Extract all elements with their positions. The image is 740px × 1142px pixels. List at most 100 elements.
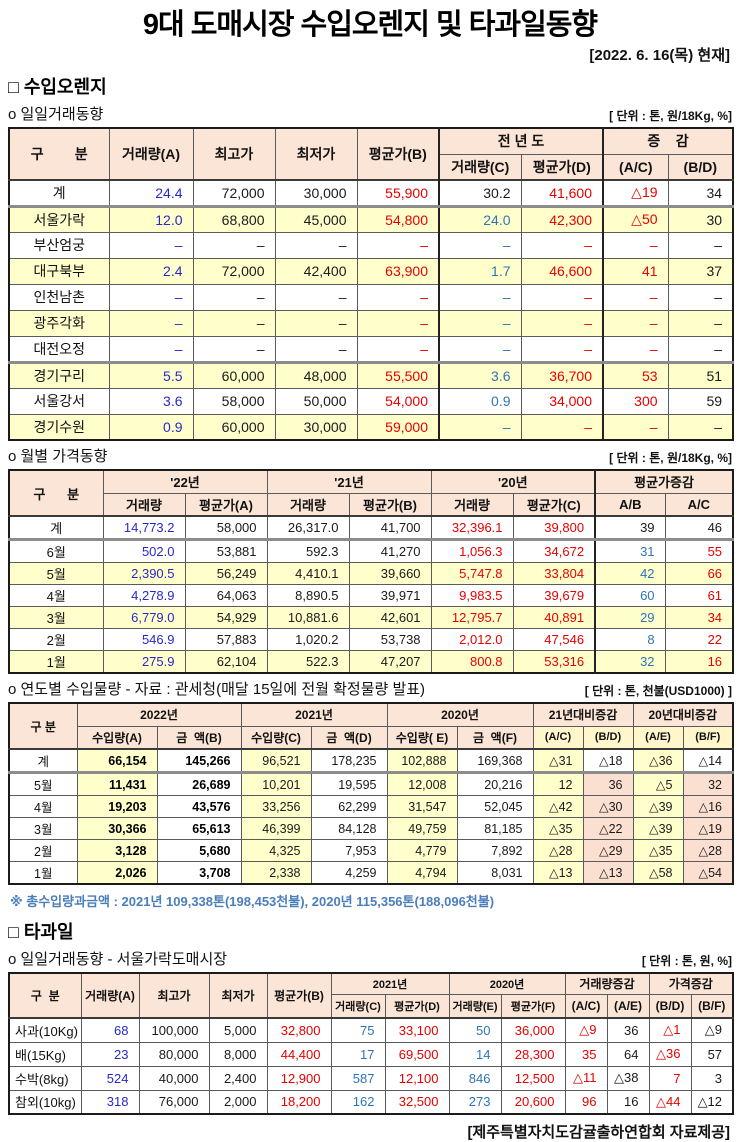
row-label: 사과(10Kg) bbox=[8, 1017, 82, 1043]
row-label: 5월 bbox=[8, 562, 104, 585]
data-cell: 7,953 bbox=[310, 839, 388, 862]
table-row: 배(15Kg) 23 80,000 8,000 44,400 17 69,500 14 28,3… bbox=[8, 1041, 734, 1067]
table1-caption-row: o 일일거래동향 [ 단위 : 톤, 원/18Kg, %] bbox=[8, 103, 732, 124]
row-label: 경기구리 bbox=[8, 361, 110, 389]
data-cell: 40,000 bbox=[138, 1065, 210, 1091]
data-cell: △50 bbox=[602, 205, 669, 233]
table-row: 6월 502.0 53,881 592.3 41,270 1,056.3 34,672 31 5… bbox=[8, 539, 734, 563]
row-label: 대전오정 bbox=[8, 335, 110, 364]
data-cell: 45,000 bbox=[274, 205, 358, 233]
table-row: 경기수원 0.9 60,000 30,000 59,000– – – – bbox=[8, 413, 734, 441]
data-cell: 4,325 bbox=[240, 839, 312, 862]
data-cell: 44,400 bbox=[266, 1041, 332, 1067]
data-cell: 16 bbox=[606, 1089, 650, 1115]
row-label: 4월 bbox=[8, 795, 78, 818]
table2-caption-row: o 월별 가격동향 [ 단위 : 톤, 원/18Kg, %] bbox=[8, 445, 732, 466]
data-cell: 14 bbox=[448, 1041, 502, 1067]
row-label: 경기수원 bbox=[8, 413, 110, 441]
row-label: 1월 bbox=[8, 861, 78, 885]
data-cell: 62,299 bbox=[310, 795, 388, 818]
col-header-group: 가격증감 bbox=[648, 972, 734, 995]
data-cell: 3,128 bbox=[76, 839, 158, 862]
data-cell: 273 bbox=[448, 1089, 502, 1115]
data-cell: 12,100 bbox=[384, 1065, 450, 1091]
data-cell: 12,500 bbox=[500, 1065, 566, 1091]
source-footer: [제주특별자치도감귤출하연합회 자료제공] bbox=[467, 1124, 730, 1141]
data-cell: 53,316 bbox=[512, 650, 596, 674]
data-cell: 68 bbox=[80, 1017, 140, 1043]
data-cell: 56,249 bbox=[184, 562, 268, 585]
col-header: 거래량(C) bbox=[330, 993, 386, 1019]
data-cell: 6,779.0 bbox=[102, 606, 186, 629]
col-header: 최저가 bbox=[274, 127, 358, 181]
data-cell: 7,892 bbox=[456, 839, 534, 862]
data-cell: – bbox=[192, 309, 276, 337]
data-cell: 502.0 bbox=[102, 539, 186, 563]
col-header: 구 분 bbox=[8, 127, 110, 181]
table-row: 참외(10kg) 318 76,000 2,000 18,200 162 32,500 273… bbox=[8, 1089, 734, 1115]
data-cell: 2,012.0 bbox=[430, 628, 514, 651]
data-cell: 2,000 bbox=[208, 1089, 268, 1115]
data-cell: 66 bbox=[664, 562, 734, 585]
data-cell: 8,000 bbox=[208, 1041, 268, 1067]
data-cell: △13 bbox=[582, 861, 634, 885]
data-cell: 12.0 bbox=[108, 205, 194, 233]
data-cell: 10,201 bbox=[240, 772, 312, 796]
row-label: 계 bbox=[8, 515, 104, 541]
data-cell: 72,000 bbox=[192, 257, 276, 285]
table4-unit-label: [ 단위 : 톤, 원, %] bbox=[641, 954, 732, 968]
data-cell: 69,500 bbox=[384, 1041, 450, 1067]
col-header: 수입량(C) bbox=[240, 725, 312, 750]
data-cell: 39 bbox=[594, 515, 666, 541]
row-label: 대구북부 bbox=[8, 257, 110, 285]
data-cell: 800.8 bbox=[430, 650, 514, 674]
data-cell: 39,660 bbox=[348, 562, 432, 585]
data-cell: – bbox=[667, 283, 734, 311]
data-cell: – bbox=[520, 231, 604, 259]
table-row: 대전오정 – – – – – – – – bbox=[8, 335, 734, 364]
data-cell: 17 bbox=[330, 1041, 386, 1067]
data-cell: 52,045 bbox=[456, 795, 534, 818]
row-label: 서울강서 bbox=[8, 387, 110, 415]
data-cell: 4,278.9 bbox=[102, 584, 186, 607]
data-cell: 84,128 bbox=[310, 817, 388, 840]
data-cell: 76,000 bbox=[138, 1089, 210, 1115]
col-header: 금 액(B) bbox=[156, 725, 242, 750]
table-row: 대구북부 2.4 72,000 42,400 63,900 1.7 46,600 41 37 bbox=[8, 257, 734, 285]
row-label: 5월 bbox=[8, 772, 78, 796]
data-cell: 1,056.3 bbox=[430, 539, 514, 563]
col-header: 거래량 bbox=[266, 492, 350, 517]
data-cell: 178,235 bbox=[310, 748, 388, 774]
col-header: 평균가(A) bbox=[184, 492, 268, 517]
data-cell: – bbox=[520, 335, 604, 364]
data-cell: 39,971 bbox=[348, 584, 432, 607]
col-header: (B/F) bbox=[690, 993, 734, 1019]
data-cell: – bbox=[602, 309, 669, 337]
data-cell: 60 bbox=[594, 584, 666, 607]
data-cell: 592.3 bbox=[266, 539, 350, 563]
table-row: 경기구리 5.5 60,000 48,000 55,500 3.6 36,700 53 51 bbox=[8, 361, 734, 389]
data-cell: – bbox=[356, 335, 440, 364]
data-cell: – bbox=[667, 413, 734, 441]
col-header: (A/E) bbox=[606, 993, 650, 1019]
data-cell: 24.0 bbox=[438, 205, 522, 233]
data-cell: 36,700 bbox=[520, 361, 604, 389]
col-header: A/B bbox=[594, 492, 666, 517]
data-cell: 32,800 bbox=[266, 1017, 332, 1043]
data-cell: 18,200 bbox=[266, 1089, 332, 1115]
row-label: 서울가락 bbox=[8, 205, 110, 233]
data-cell: 26,689 bbox=[156, 772, 242, 796]
data-cell: 46,399 bbox=[240, 817, 312, 840]
data-cell: 53,881 bbox=[184, 539, 268, 563]
data-cell: – bbox=[192, 283, 276, 311]
row-label: 2월 bbox=[8, 628, 104, 651]
data-cell: 100,000 bbox=[138, 1017, 210, 1043]
data-cell: 30 bbox=[667, 205, 734, 233]
table-row: 사과(10Kg) 68 100,000 5,000 32,800 75 33,100 50 36… bbox=[8, 1017, 734, 1043]
data-cell: 162 bbox=[330, 1089, 386, 1115]
col-header: 거래량 bbox=[430, 492, 514, 517]
data-cell: 60,000 bbox=[192, 361, 276, 389]
data-cell: 34 bbox=[667, 179, 734, 208]
data-cell: 59 bbox=[667, 387, 734, 415]
data-cell: 3 bbox=[690, 1065, 734, 1091]
